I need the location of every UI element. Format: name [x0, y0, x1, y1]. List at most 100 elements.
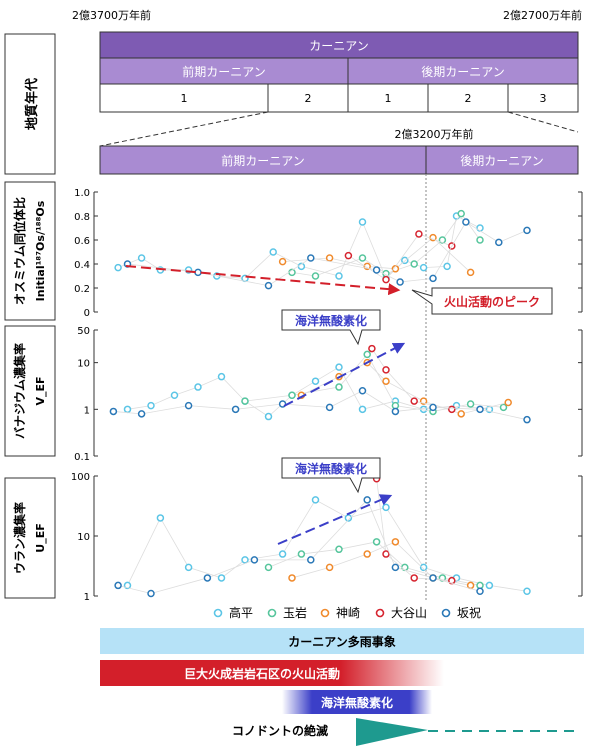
series-line-大谷山: [376, 478, 452, 582]
data-point-高平: [264, 412, 273, 421]
data-point-玉岩: [438, 236, 447, 244]
data-point-大谷山: [344, 251, 353, 260]
rainy-event-label: カーニアン多雨事象: [288, 634, 396, 649]
data-point-玉岩: [311, 272, 320, 280]
anoxia-u-callout: 海洋無酸素化: [295, 461, 367, 476]
rainy-event-bar: [100, 628, 584, 654]
v-trend-arrow: [283, 342, 406, 407]
y-tick-label: 0: [84, 308, 90, 319]
data-point-高平: [443, 262, 451, 271]
data-point-玉岩: [372, 538, 381, 546]
data-point-大谷山: [415, 230, 423, 238]
legend-marker-神崎: [320, 608, 330, 618]
data-point-高平: [358, 218, 367, 226]
data-point-神崎: [391, 538, 400, 546]
data-point-坂祝: [476, 405, 484, 414]
data-point-坂祝: [363, 496, 371, 504]
data-point-坂祝: [307, 254, 315, 262]
y-tick-label: 1: [84, 405, 90, 416]
y-tick-label: 0.2: [74, 284, 90, 295]
zoom-line-left: [99, 111, 269, 147]
data-point-坂祝: [396, 278, 404, 286]
zoom-early-bar: [99, 145, 427, 175]
os-ylabel-2: Initial¹⁸⁷Os/¹⁸⁸Os: [34, 200, 47, 301]
data-point-神崎: [325, 254, 334, 262]
legend: 高平 玉岩 神崎 大谷山 坂祝: [213, 605, 481, 620]
plot-frames: [93, 192, 583, 596]
data-point-神崎: [288, 574, 296, 582]
data-point-玉岩: [241, 397, 249, 405]
data-point-坂祝: [391, 407, 400, 416]
os-title-box: [4, 181, 56, 321]
data-point-高平: [335, 363, 343, 371]
data-point-高平: [269, 248, 277, 256]
data-point-玉岩: [335, 383, 343, 391]
data-point-神崎: [429, 233, 437, 242]
data-point-高平: [485, 581, 494, 590]
data-point-神崎: [457, 410, 465, 418]
legend-label: 玉岩: [283, 605, 307, 620]
data-point-大谷山: [382, 550, 390, 558]
data-point-玉岩: [358, 254, 367, 262]
data-point-高平: [311, 377, 320, 385]
zone-row: [99, 83, 579, 113]
data-point-玉岩: [264, 563, 273, 572]
data-point-坂祝: [250, 556, 259, 564]
series-line-玉岩: [268, 541, 481, 586]
data-point-玉岩: [297, 550, 306, 558]
data-point-坂祝: [476, 587, 484, 595]
u-title-box: [4, 477, 56, 599]
zone-label: 1: [181, 92, 188, 105]
conodont-wedge: [356, 718, 428, 746]
data-point-高平: [382, 503, 390, 512]
anoxia-v-callout: 海洋無酸素化: [295, 313, 367, 328]
substage-early-bar: [99, 57, 349, 85]
legend-label: 高平: [229, 605, 253, 620]
data-point-玉岩: [335, 545, 343, 554]
data-point-高平: [194, 383, 202, 391]
zoom-line-right: [507, 111, 579, 133]
volcanic-event-bar: [100, 660, 444, 686]
data-point-坂祝: [325, 403, 334, 412]
volcanic-peak-callout: 火山活動のピーク: [444, 294, 540, 309]
data-point-高平: [217, 574, 226, 582]
data-point-高平: [123, 405, 132, 414]
data-point-大谷山: [448, 405, 456, 414]
zoom-late-bar: [425, 145, 579, 175]
data-point-高平: [344, 514, 353, 522]
data-point-坂祝: [429, 274, 437, 283]
anoxia-v-callout-box: [281, 309, 381, 346]
anoxia-u-callout-box: [281, 457, 381, 494]
v-title-box: [4, 325, 56, 457]
zoom-early-label: 前期カーニアン: [221, 153, 305, 168]
substage-early-label: 前期カーニアン: [182, 64, 266, 79]
data-point-坂祝: [523, 226, 531, 235]
series-line-大谷山: [348, 233, 452, 281]
data-point-高平: [419, 563, 428, 572]
v-ylabel-2: V_EF: [34, 376, 47, 405]
os-trend-arrow: [125, 265, 401, 296]
anoxia-event-label: 海洋無酸素化: [321, 695, 393, 710]
data-point-神崎: [466, 268, 475, 277]
y-tick-label: 1: [84, 592, 90, 603]
data-point-高平: [184, 563, 193, 572]
boundary-age-label: 2億3200万年前: [395, 127, 474, 141]
data-point-坂祝: [114, 581, 122, 590]
zone-label: 2: [465, 92, 472, 105]
y-tick-label: 0.4: [74, 260, 90, 271]
data-point-神崎: [325, 563, 334, 572]
data-point-神崎: [391, 265, 400, 273]
data-point-神崎: [363, 550, 371, 558]
data-point-坂祝: [523, 415, 531, 424]
data-point-坂祝: [194, 268, 202, 277]
series-line-高平: [127, 499, 528, 592]
stage-label: カーニアン: [309, 39, 369, 53]
data-point-坂祝: [231, 405, 240, 414]
legend-marker-玉岩: [267, 608, 277, 618]
y-tick-label: 0.8: [74, 212, 90, 223]
data-point-高平: [217, 372, 226, 381]
u-ylabel-1: ウラン濃集率: [12, 502, 27, 574]
series-line-玉岩: [291, 212, 481, 277]
data-point-高平: [278, 550, 287, 558]
